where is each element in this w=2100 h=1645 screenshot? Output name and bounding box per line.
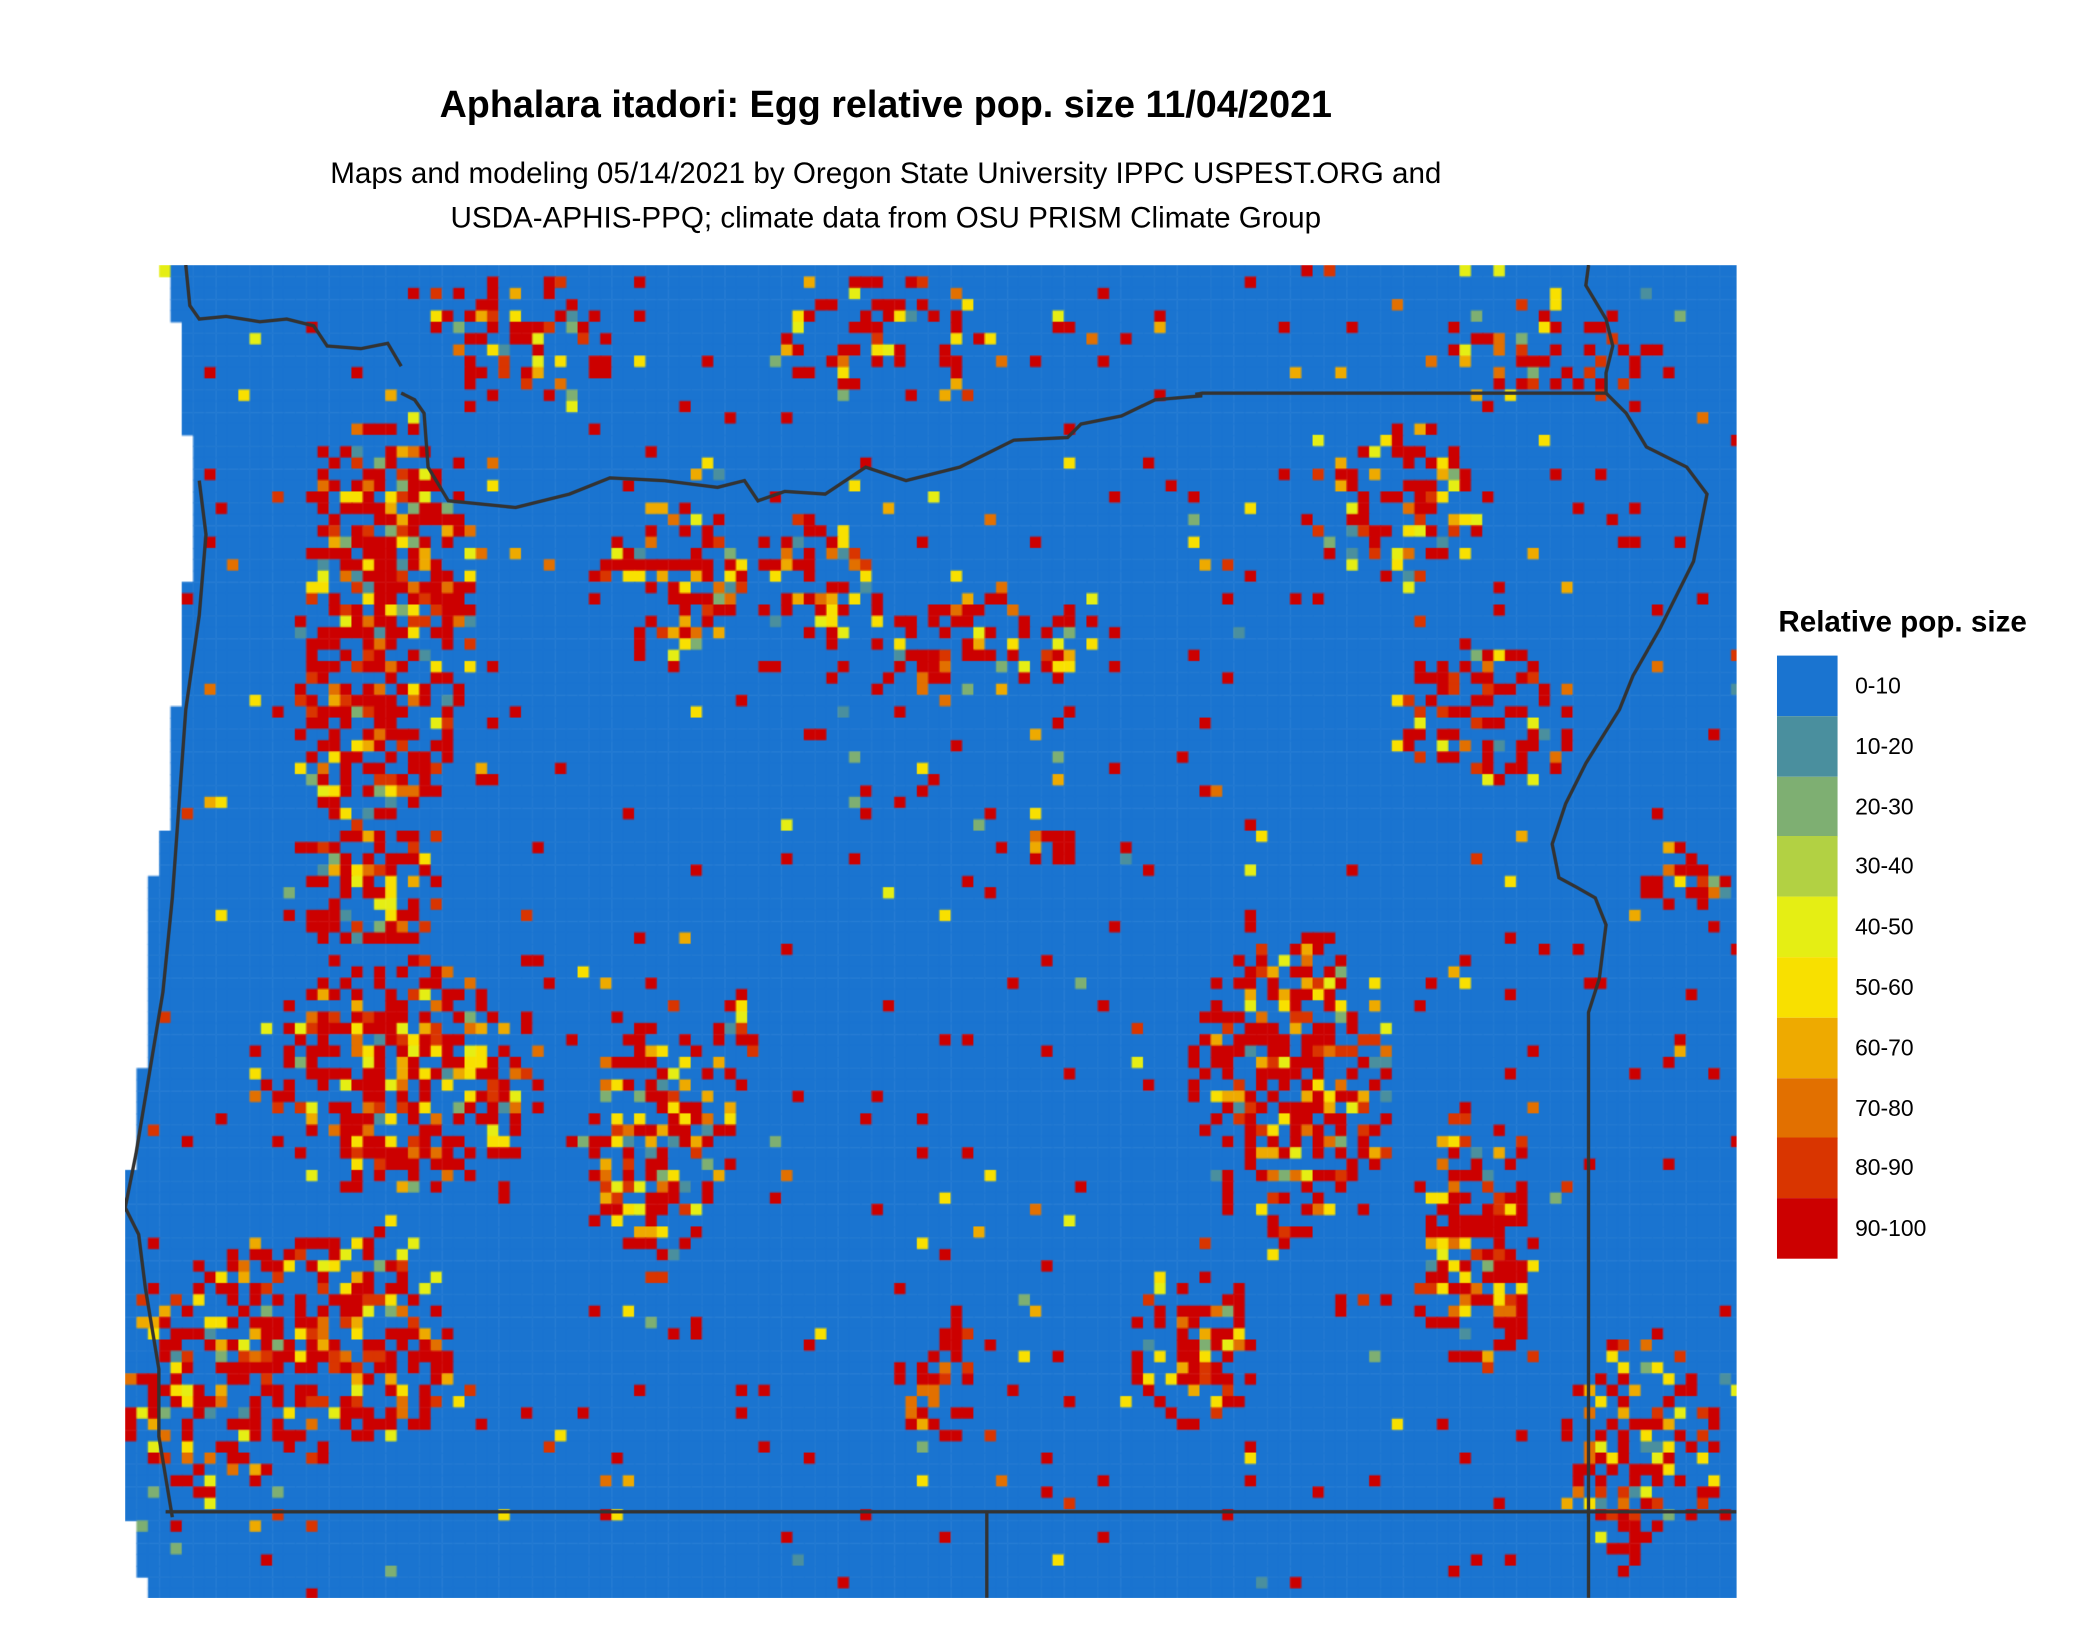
legend-swatch [1776,957,1838,1018]
legend-item: 50-60 [1776,957,2100,1018]
legend-item: 40-50 [1776,896,2100,958]
legend-item: 20-30 [1776,776,2100,837]
legend-item: 30-40 [1776,836,2100,898]
map-subtitle-line2: USDA-APHIS-PPQ; climate data from OSU PR… [450,200,1322,235]
legend-label: 30-40 [1855,854,1914,880]
border-line [400,391,1607,510]
legend-label: 70-80 [1855,1095,1914,1121]
map-subtitle-line1: Maps and modeling 05/14/2021 by Oregon S… [330,156,1442,190]
legend-label: 90-100 [1855,1215,1927,1242]
legend-swatch [1776,836,1838,898]
border-line [184,265,403,368]
legend-label: 10-20 [1855,733,1914,759]
legend-title: Relative pop. size [1778,604,2027,639]
legend-item: 60-70 [1776,1017,2100,1079]
legend-swatch [1776,776,1838,837]
legend-item: 10-20 [1776,715,2100,777]
legend-label: 40-50 [1855,914,1914,940]
legend-swatch [1776,1198,1838,1259]
legend-swatch [1776,715,1838,777]
legend-swatch [1776,896,1838,958]
border-line [1550,391,1709,1518]
legend-swatch [1776,655,1838,717]
legend-label: 50-60 [1855,974,1914,1001]
legend-item: 0-10 [1776,655,2100,717]
legend-label: 20-30 [1855,793,1914,820]
legend-swatch [1776,1138,1838,1199]
legend-label: 80-90 [1855,1155,1914,1182]
map-title: Aphalara itadori: Egg relative pop. size… [439,83,1333,126]
legend-swatch [1776,1017,1838,1079]
legend-item: 70-80 [1776,1077,2100,1139]
raster-map [125,265,1737,1598]
state-borders [125,265,1737,1598]
legend-swatch [1776,1077,1838,1139]
legend-label: 0-10 [1855,673,1901,699]
border-line [125,480,208,1518]
legend-label: 60-70 [1855,1034,1914,1061]
population-raster [125,265,1737,1598]
border-line [1584,265,1615,394]
legend-item: 80-90 [1776,1138,2100,1199]
legend-item: 90-100 [1776,1198,2100,1259]
